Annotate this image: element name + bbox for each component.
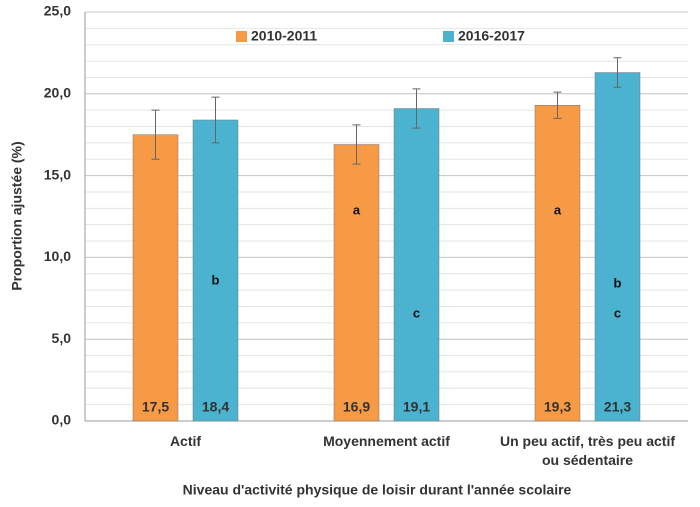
error-bar <box>553 91 562 119</box>
error-bar <box>151 109 160 160</box>
significance-letter: b <box>212 272 220 287</box>
value-label: 19,3 <box>544 399 571 415</box>
value-label: 16,9 <box>343 399 370 415</box>
bar <box>132 134 179 422</box>
legend-label: 2016-2017 <box>458 28 525 44</box>
bar <box>534 105 581 422</box>
y-tick-label: 25,0 <box>44 3 71 19</box>
legend-label: 2010-2011 <box>251 28 317 44</box>
significance-letter: c <box>413 305 420 320</box>
y-tick-label: 20,0 <box>44 85 71 101</box>
error-bar <box>412 88 421 129</box>
x-tick-label: Un peu actif, très peu actif ou sédentai… <box>499 433 676 468</box>
y-tick-label: 5,0 <box>52 330 72 346</box>
y-tick-label: 10,0 <box>44 248 71 264</box>
error-bar <box>613 57 622 88</box>
value-label: 17,5 <box>142 399 169 415</box>
value-label: 18,4 <box>202 399 229 415</box>
significance-letter: a <box>353 202 361 217</box>
error-bar <box>352 124 361 165</box>
x-axis-title: Niveau d'activité physique de loisir dur… <box>183 482 572 498</box>
bar <box>192 119 239 422</box>
value-label: 21,3 <box>604 399 631 415</box>
significance-letter: c <box>614 305 621 320</box>
bar <box>393 108 440 422</box>
x-tick-label: Moyennement actif <box>323 433 450 449</box>
bar <box>333 144 380 422</box>
y-axis-title: Proportion ajustée (%) <box>9 141 25 290</box>
significance-letter: a <box>554 202 562 217</box>
y-tick-label: 0,0 <box>52 412 72 428</box>
legend-swatch <box>236 31 247 42</box>
error-bar <box>211 96 220 144</box>
y-tick-label: 15,0 <box>44 166 71 182</box>
significance-letter: b <box>614 275 622 290</box>
value-label: 19,1 <box>403 399 430 415</box>
x-tick-label: Actif <box>169 433 202 449</box>
bar <box>594 72 641 422</box>
legend-swatch <box>443 31 454 42</box>
